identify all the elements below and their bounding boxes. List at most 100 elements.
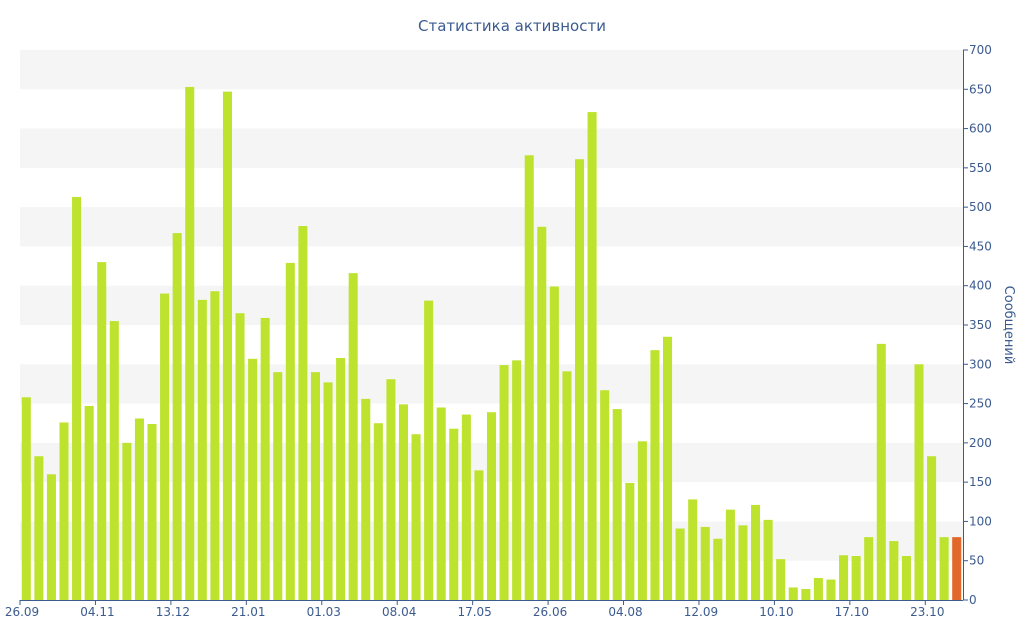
x-tick-label: 04.11	[80, 605, 114, 619]
y-tick-label: 600	[969, 122, 992, 136]
bar[interactable]	[235, 313, 245, 600]
bar[interactable]	[549, 286, 559, 601]
y-axis-label: Сообщений	[1001, 286, 1016, 365]
bar[interactable]	[600, 390, 610, 600]
bar[interactable]	[612, 409, 622, 600]
bar[interactable]	[449, 428, 459, 600]
bar[interactable]	[486, 412, 497, 600]
bar[interactable]	[851, 556, 861, 600]
bar[interactable]	[700, 526, 710, 600]
bar[interactable]	[901, 556, 911, 600]
bar[interactable]	[952, 537, 962, 600]
bar[interactable]	[524, 155, 534, 601]
bar[interactable]	[310, 372, 320, 600]
bar[interactable]	[763, 519, 773, 600]
y-tick-label: 50	[969, 554, 984, 568]
bar[interactable]	[939, 537, 949, 600]
bar[interactable]	[398, 404, 409, 600]
bar[interactable]	[839, 555, 849, 600]
bar[interactable]	[109, 321, 119, 600]
bar[interactable]	[222, 91, 232, 600]
bar[interactable]	[298, 226, 308, 600]
bar[interactable]	[562, 371, 572, 600]
bar[interactable]	[21, 397, 31, 600]
x-tick-label: 17.05	[457, 605, 491, 619]
chart-title: Статистика активности	[418, 17, 606, 35]
bar[interactable]	[386, 379, 396, 600]
bar[interactable]	[260, 317, 270, 600]
bar[interactable]	[650, 350, 660, 600]
bar[interactable]	[876, 343, 886, 600]
x-tick-label: 12.09	[684, 605, 718, 619]
y-tick-label: 650	[969, 82, 992, 96]
bar[interactable]	[826, 579, 836, 600]
bar[interactable]	[323, 382, 333, 600]
grid-band	[20, 50, 963, 90]
y-axis: 0 50 100 150 200 250 300 350 400 450 500 550 600 650 7…	[963, 43, 992, 607]
x-tick-label: 04.08	[608, 605, 642, 619]
bar[interactable]	[172, 233, 182, 600]
y-tick-label: 450	[969, 239, 992, 253]
bar[interactable]	[59, 422, 69, 600]
bar[interactable]	[336, 358, 346, 600]
y-tick-label: 550	[969, 161, 992, 175]
bar[interactable]	[725, 509, 735, 600]
bar[interactable]	[84, 405, 94, 600]
bar[interactable]	[889, 541, 899, 600]
bar[interactable]	[461, 414, 471, 600]
y-tick-label: 500	[969, 200, 992, 214]
bar[interactable]	[348, 273, 358, 600]
bar[interactable]	[210, 291, 220, 600]
bar[interactable]	[574, 159, 585, 600]
y-tick-label: 300	[969, 357, 992, 371]
bar[interactable]	[927, 456, 937, 600]
bar[interactable]	[160, 293, 170, 600]
bar[interactable]	[197, 299, 207, 600]
bar[interactable]	[474, 470, 484, 600]
y-tick-label: 350	[969, 318, 992, 332]
x-tick-label: 13.12	[156, 605, 190, 619]
bar[interactable]	[788, 587, 798, 600]
bar[interactable]	[248, 358, 258, 600]
bar[interactable]	[914, 364, 924, 600]
bar[interactable]	[147, 424, 157, 600]
bar[interactable]	[776, 559, 786, 600]
bar[interactable]	[436, 407, 446, 601]
bar[interactable]	[738, 525, 748, 600]
bar[interactable]	[185, 86, 195, 601]
bar[interactable]	[122, 442, 132, 600]
bar[interactable]	[97, 262, 107, 600]
x-tick-label: 08.04	[382, 605, 416, 619]
bar[interactable]	[751, 504, 761, 600]
bar[interactable]	[72, 196, 82, 600]
bar[interactable]	[424, 300, 434, 600]
x-tick-label: 01.03	[307, 605, 341, 619]
y-tick-label: 0	[969, 593, 977, 607]
bar[interactable]	[273, 372, 283, 600]
bar[interactable]	[537, 226, 547, 601]
bar[interactable]	[373, 423, 383, 600]
bar[interactable]	[587, 112, 597, 600]
bar[interactable]	[285, 262, 295, 600]
x-tick-label: 17.10	[835, 605, 869, 619]
bar[interactable]	[625, 482, 635, 600]
bar[interactable]	[134, 418, 144, 601]
bar[interactable]	[361, 398, 371, 600]
bar[interactable]	[46, 474, 56, 600]
bar[interactable]	[411, 434, 421, 600]
bar[interactable]	[801, 589, 811, 600]
y-tick-label: 100	[969, 514, 992, 528]
y-tick-label: 200	[969, 436, 992, 450]
bar[interactable]	[499, 365, 509, 600]
bar[interactable]	[813, 578, 823, 600]
bar[interactable]	[864, 537, 874, 600]
y-tick-label: 400	[969, 279, 992, 293]
bar[interactable]	[512, 360, 522, 600]
bar[interactable]	[34, 456, 44, 600]
bar[interactable]	[637, 441, 647, 600]
bar[interactable]	[688, 499, 698, 600]
bar[interactable]	[675, 528, 685, 601]
bar[interactable]	[713, 538, 723, 600]
bar[interactable]	[663, 336, 673, 600]
